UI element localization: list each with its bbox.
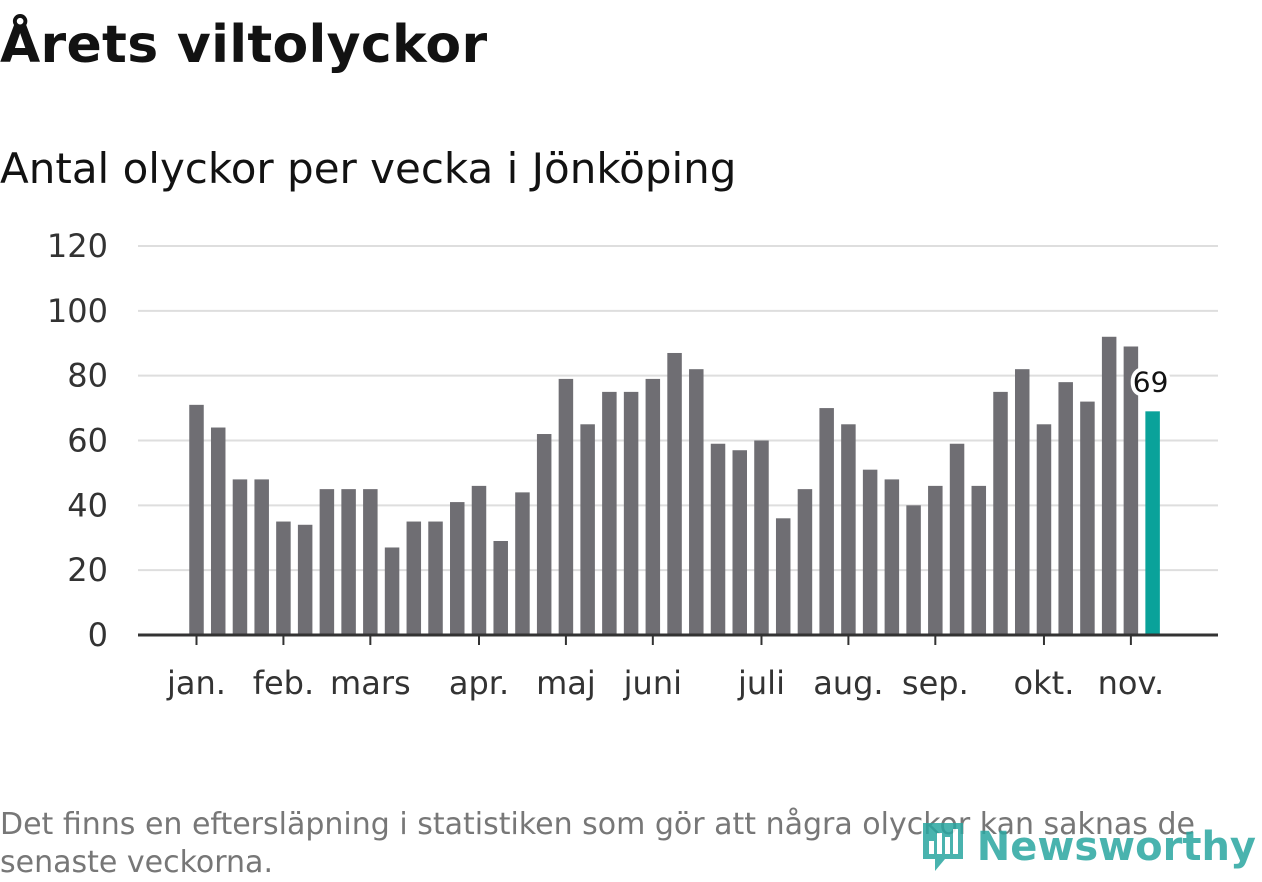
x-tick-label: feb. bbox=[253, 664, 314, 702]
y-tick-label: 40 bbox=[67, 486, 108, 524]
bar bbox=[471, 485, 487, 635]
bar bbox=[232, 479, 248, 635]
bar bbox=[493, 540, 508, 635]
bar bbox=[862, 469, 878, 635]
bar bbox=[450, 502, 465, 635]
bar bbox=[515, 492, 530, 635]
bar bbox=[689, 369, 704, 635]
bar bbox=[602, 391, 617, 636]
bar bbox=[1101, 336, 1117, 635]
x-tick-label: mars bbox=[330, 664, 411, 702]
logo-text: Newsworthy bbox=[976, 824, 1256, 870]
bar bbox=[319, 489, 335, 636]
bar bbox=[645, 378, 661, 635]
x-tick-label: maj bbox=[536, 664, 596, 702]
bar bbox=[297, 524, 313, 635]
bar bbox=[884, 479, 900, 635]
bar bbox=[384, 547, 400, 635]
bar bbox=[710, 443, 726, 635]
y-tick-label: 0 bbox=[88, 616, 108, 654]
bar bbox=[1080, 401, 1095, 635]
y-tick-label: 20 bbox=[67, 551, 108, 589]
bar bbox=[1123, 346, 1139, 635]
x-tick-label: sep. bbox=[902, 664, 969, 702]
bar-current-week bbox=[1145, 411, 1160, 635]
bar-chart-icon bbox=[922, 823, 963, 871]
x-tick-label: aug. bbox=[813, 664, 883, 702]
x-tick-label: juli bbox=[737, 664, 785, 702]
bar bbox=[971, 485, 987, 635]
bar bbox=[775, 518, 791, 635]
x-tick-label: okt. bbox=[1014, 664, 1075, 702]
bar bbox=[341, 489, 356, 636]
bar bbox=[928, 485, 943, 635]
bar bbox=[276, 521, 291, 635]
bar bbox=[754, 440, 769, 635]
bar bbox=[254, 479, 269, 635]
chart-title: Årets viltolyckor bbox=[0, 15, 488, 75]
bar bbox=[841, 424, 856, 635]
bar bbox=[667, 352, 682, 635]
bar bbox=[819, 408, 834, 635]
y-axis-ticks: 0 20 40 60 80 100 120 bbox=[47, 227, 108, 654]
bar bbox=[580, 424, 595, 635]
y-tick-label: 60 bbox=[67, 422, 108, 460]
bar bbox=[210, 427, 226, 635]
footnote: Det finns en eftersläpning i statistiken… bbox=[0, 807, 1195, 880]
x-tick-label: juni bbox=[623, 664, 682, 702]
y-tick-label: 120 bbox=[47, 227, 108, 265]
bars bbox=[189, 336, 1160, 636]
bar bbox=[536, 434, 552, 635]
bar bbox=[797, 489, 813, 636]
bar bbox=[558, 378, 574, 635]
bar bbox=[1058, 382, 1073, 635]
bar bbox=[949, 443, 965, 635]
x-tick-label: jan. bbox=[166, 664, 226, 702]
y-tick-label: 80 bbox=[67, 357, 108, 395]
data-label-current-week: 69 bbox=[1133, 365, 1169, 398]
y-tick-label: 100 bbox=[47, 292, 108, 330]
bar bbox=[428, 521, 443, 635]
bar bbox=[906, 505, 921, 635]
x-tick-label: apr. bbox=[449, 664, 509, 702]
x-axis-ticks: jan. feb. mars apr. maj juni juli aug. sep. okt. n… bbox=[166, 635, 1164, 702]
data-labels: 69 bbox=[1129, 361, 1173, 402]
chart-subtitle: Antal olyckor per vecka i Jönköping bbox=[0, 144, 737, 193]
bar bbox=[189, 404, 204, 635]
bar bbox=[732, 450, 747, 635]
bar bbox=[406, 521, 422, 635]
x-tick-label: nov. bbox=[1098, 664, 1164, 702]
bar bbox=[993, 391, 1008, 636]
bar bbox=[363, 489, 378, 636]
bar bbox=[1036, 424, 1052, 635]
newsworthy-logo: Newsworthy bbox=[919, 819, 1256, 875]
bar bbox=[623, 391, 639, 636]
bar bbox=[1014, 369, 1030, 635]
